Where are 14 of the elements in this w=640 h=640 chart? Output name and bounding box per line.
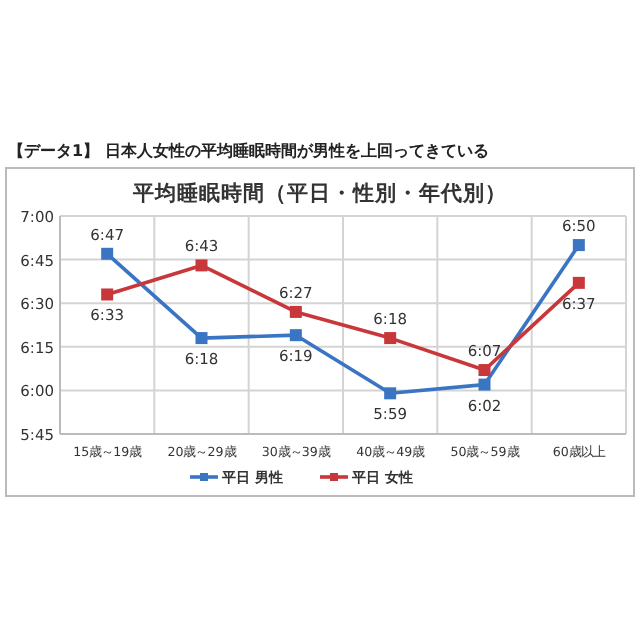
chart-title: 平均睡眠時間（平日・性別・年代別） — [131, 180, 507, 206]
point — [195, 259, 208, 272]
point — [101, 288, 114, 301]
point — [384, 332, 397, 345]
point — [384, 387, 397, 400]
point — [101, 247, 114, 260]
point — [289, 329, 302, 342]
point — [195, 332, 208, 345]
point — [572, 276, 585, 289]
point — [572, 239, 585, 252]
point — [478, 364, 491, 377]
text: 【データ1】 日本人女性の平均睡眠時間が男性を上回ってきている — [8, 142, 489, 160]
point — [478, 378, 491, 391]
point — [289, 305, 302, 318]
